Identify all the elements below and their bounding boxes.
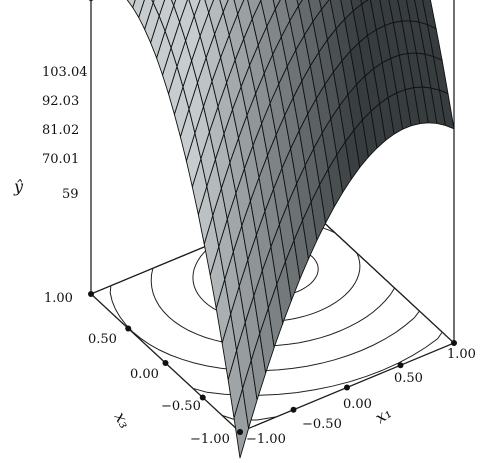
surface-cell	[297, 0, 314, 37]
surface-cell	[219, 0, 229, 14]
surface-cell	[321, 0, 337, 41]
z-tick-label: 70.01	[42, 152, 79, 167]
y-tick-label: 0.00	[130, 367, 159, 382]
surface-cell	[340, 0, 354, 21]
y-tick-label: −1.00	[190, 432, 230, 447]
surface-cell	[296, 0, 303, 8]
surface-cell	[414, 0, 429, 26]
x-tick-mark	[397, 362, 404, 369]
surface-cell	[237, 0, 253, 41]
x-tick-label: 0.00	[343, 397, 372, 412]
x-tick-mark	[237, 429, 243, 435]
surface-cell	[405, 0, 420, 23]
surface-cell	[179, 0, 195, 42]
surface-cell	[360, 0, 369, 5]
surface-cell	[152, 0, 165, 18]
y-tick-mark	[125, 325, 132, 332]
surface-cell	[260, 0, 276, 28]
surface-cell	[361, 0, 377, 37]
y-tick-label: 0.50	[88, 332, 117, 347]
x-tick-label: 0.50	[394, 371, 423, 386]
x-axis-label: x₁	[371, 403, 395, 427]
surface-cell	[308, 0, 322, 23]
surface-cell	[272, 0, 281, 11]
y-tick-mark	[199, 394, 206, 401]
z-axis-label: ŷ	[13, 177, 24, 196]
surface-cell	[151, 0, 155, 4]
surface-cell	[158, 0, 175, 33]
y-tick-label: 1.00	[44, 291, 73, 306]
surface-cell	[126, 0, 136, 9]
surface-cell	[173, 0, 188, 24]
axis-ticks	[88, 0, 457, 435]
z-tick-label: 81.02	[42, 123, 79, 138]
x-tick-label: −1.00	[246, 432, 286, 447]
surface-cell	[193, 0, 210, 38]
surface-mesh	[126, 0, 455, 459]
surface-cell	[204, 0, 214, 14]
z-tick-mark	[88, 0, 94, 1]
y-axis-label: x₃	[111, 409, 135, 432]
y-tick-mark	[162, 360, 169, 366]
surface-cell	[171, 0, 177, 7]
x-tick-label: 1.00	[447, 347, 476, 362]
x-tick-mark	[451, 340, 457, 346]
surface-cell	[422, 0, 437, 30]
z-tick-label: 59	[62, 187, 79, 202]
surface-cell	[132, 0, 145, 19]
z-tick-label: 92.03	[42, 94, 79, 109]
surface-cell	[247, 0, 262, 21]
surface-cell	[208, 0, 224, 36]
y-tick-label: −0.50	[161, 399, 201, 414]
x-tick-mark	[290, 406, 297, 413]
surface-cell	[233, 0, 245, 16]
x-tick-label: −0.50	[302, 417, 342, 432]
surface-cell	[284, 0, 299, 22]
z-tick-label: 103.04	[42, 65, 88, 80]
surface-cell	[274, 0, 291, 39]
x-tick-mark	[344, 384, 350, 391]
surface-cell	[222, 0, 239, 37]
surface-cell	[188, 0, 201, 18]
surface-cell	[350, 0, 363, 12]
surface-cell	[329, 0, 346, 30]
surface-cell	[319, 0, 330, 11]
y-tick-mark	[88, 291, 94, 297]
